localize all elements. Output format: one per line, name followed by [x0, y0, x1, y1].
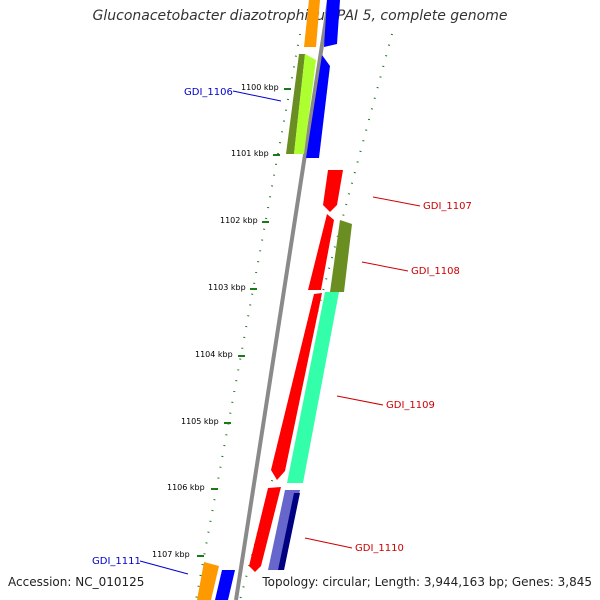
gene-feature-orange[interactable] — [304, 0, 320, 47]
scale-ticks — [197, 88, 291, 557]
leader-line — [139, 560, 189, 575]
gene-feature-blue[interactable] — [306, 55, 330, 158]
leader-line — [336, 395, 384, 406]
gene-feature-mint[interactable] — [287, 292, 339, 483]
gene-feature-blue[interactable] — [324, 0, 340, 47]
gene-feature-red[interactable] — [249, 487, 281, 572]
gene-label-gdi-1106[interactable]: GDI_1106 — [184, 87, 233, 98]
scale-label: 1105 kbp — [181, 417, 219, 426]
gene-label-gdi-1107[interactable]: GDI_1107 — [423, 201, 472, 212]
genome-summary: Topology: circular; Length: 3,944,163 bp… — [262, 575, 592, 589]
gene-label-gdi-1110[interactable]: GDI_1110 — [355, 543, 404, 554]
leader-line — [304, 537, 353, 549]
gene-feature-red[interactable] — [323, 170, 343, 212]
scale-label: 1104 kbp — [195, 350, 233, 359]
gene-feature-olive[interactable] — [330, 220, 352, 292]
scale-label: 1107 kbp — [152, 550, 190, 559]
genome-backbone — [234, 0, 331, 600]
scale-label: 1106 kbp — [167, 483, 205, 492]
gene-feature-navy[interactable] — [278, 493, 300, 570]
gene-feature-red[interactable] — [271, 293, 322, 480]
gene-feature-olive[interactable] — [286, 54, 305, 154]
scale-label: 1101 kbp — [231, 149, 269, 158]
gene-feature-blue[interactable] — [215, 570, 235, 600]
features — [197, 0, 352, 600]
gene-feature-red[interactable] — [308, 214, 334, 290]
map-title: Gluconacetobacter diazotrophicus PAI 5, … — [92, 8, 508, 24]
scale-label: 1100 kbp — [241, 83, 279, 92]
leader-line — [361, 261, 409, 272]
scale-labels: 1100 kbp 1101 kbp 1102 kbp 1103 kbp 1104… — [152, 83, 279, 559]
label-leaders — [139, 90, 421, 575]
scale-label: 1102 kbp — [220, 216, 258, 225]
leader-line — [232, 90, 282, 102]
gene-labels: GDI_1106 GDI_1107 GDI_1108 GDI_1109 GDI_… — [92, 87, 472, 567]
gene-label-gdi-1111[interactable]: GDI_1111 — [92, 556, 141, 567]
gene-label-gdi-1109[interactable]: GDI_1109 — [386, 400, 435, 411]
gene-label-gdi-1108[interactable]: GDI_1108 — [411, 266, 460, 277]
scale-label: 1103 kbp — [208, 283, 246, 292]
gene-feature-orange[interactable] — [197, 562, 219, 600]
accession-label: Accession: NC_010125 — [8, 575, 145, 589]
gene-feature-lime[interactable] — [294, 54, 316, 154]
leader-line — [372, 196, 421, 207]
